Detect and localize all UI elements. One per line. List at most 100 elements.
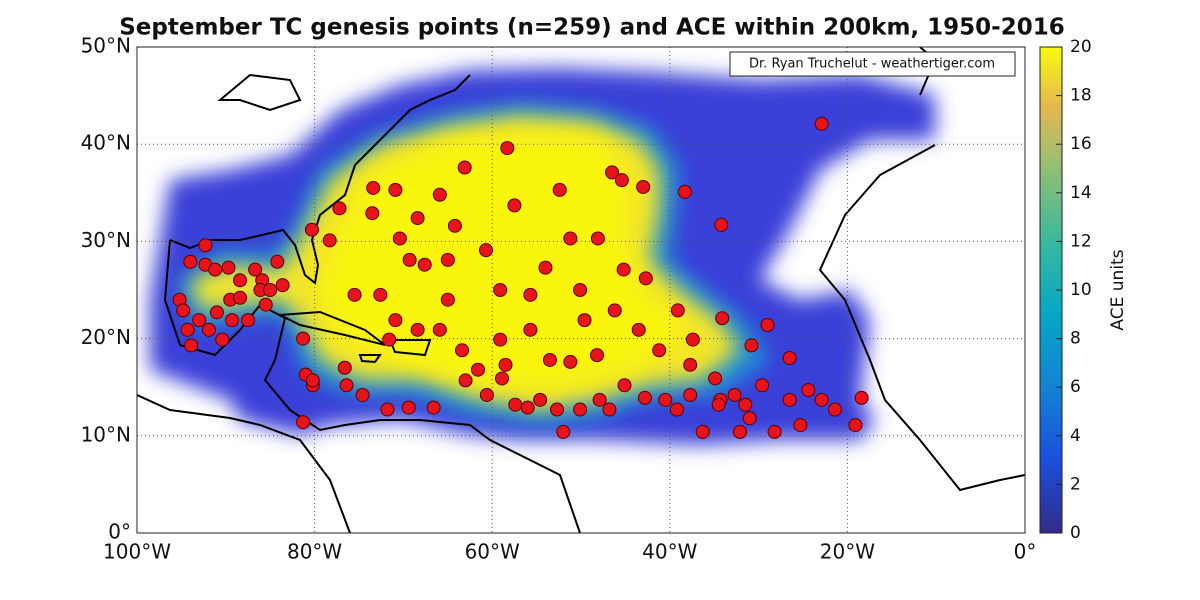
genesis-point (616, 262, 631, 277)
genesis-point (447, 218, 462, 233)
genesis-point (550, 402, 565, 417)
colorbar-label: ACE units (1108, 249, 1128, 330)
genesis-point (683, 387, 698, 402)
genesis-point (241, 313, 255, 328)
genesis-point (523, 322, 538, 337)
y-tick-label: 30°N (81, 228, 131, 252)
hispaniola (388, 339, 432, 357)
genesis-point (607, 303, 622, 318)
genesis-point (493, 332, 508, 347)
genesis-point (685, 332, 700, 347)
genesis-point (507, 198, 522, 213)
genesis-point (602, 402, 617, 417)
genesis-point (854, 390, 869, 405)
x-tick-label: 100°W (103, 540, 171, 564)
genesis-point (617, 378, 632, 393)
colorbar-tick-label: 2 (1070, 474, 1081, 494)
genesis-point (388, 182, 403, 197)
genesis-point (556, 424, 571, 439)
genesis-point (432, 322, 447, 337)
colorbar-tick-label: 4 (1070, 426, 1081, 446)
y-tick-label: 0° (108, 520, 131, 544)
genesis-point (577, 313, 592, 328)
y-tick-label: 10°N (81, 422, 131, 446)
colorbar-tick-label: 16 (1070, 134, 1092, 154)
genesis-point (677, 184, 692, 199)
genesis-point (715, 311, 730, 326)
genesis-point (410, 322, 425, 337)
genesis-point (180, 322, 195, 337)
genesis-point (208, 262, 223, 277)
genesis-point (402, 252, 417, 267)
genesis-point (373, 287, 388, 302)
genesis-point (793, 418, 808, 433)
field-core (320, 135, 690, 385)
colorbar-tick-label: 6 (1070, 377, 1081, 397)
colorbar-tick-label: 0 (1070, 523, 1081, 543)
genesis-point (417, 257, 432, 272)
genesis-point (198, 238, 213, 253)
genesis-point (738, 397, 753, 412)
genesis-point (225, 313, 240, 328)
genesis-point (727, 387, 742, 402)
genesis-point (382, 332, 397, 347)
genesis-point (479, 387, 494, 402)
genesis-point (563, 354, 578, 369)
genesis-point (814, 392, 829, 407)
genesis-point (533, 392, 548, 407)
genesis-point (337, 360, 352, 375)
genesis-point (221, 260, 236, 275)
plot-frame (136, 46, 1026, 534)
genesis-point (458, 373, 473, 388)
colorbar-tick-label: 18 (1070, 86, 1092, 106)
colorbar-tick-label: 14 (1070, 183, 1092, 203)
genesis-point (801, 383, 816, 398)
genesis-point (366, 180, 381, 195)
genesis-point (322, 233, 337, 248)
x-tick-label: 20°W (820, 540, 875, 564)
genesis-point (760, 317, 775, 332)
genesis-point (669, 402, 684, 417)
coast-pacific (137, 394, 351, 533)
genesis-point (209, 305, 224, 320)
genesis-point (631, 322, 646, 337)
genesis-point (827, 402, 842, 417)
coastlines (137, 47, 1025, 533)
y-tick-label: 50°N (81, 34, 131, 58)
y-tick-label: 20°N (81, 325, 131, 349)
genesis-point (296, 415, 311, 430)
credit-text: Dr. Ryan Truchelut - weathertiger.com (749, 57, 995, 72)
genesis-point (184, 338, 199, 353)
genesis-point (455, 343, 470, 358)
coast-north-america (169, 74, 471, 285)
genesis-point (658, 392, 673, 407)
genesis-point (670, 303, 685, 318)
genesis-point (183, 254, 198, 269)
genesis-point (782, 351, 797, 366)
genesis-point (542, 352, 557, 367)
genesis-point (848, 418, 863, 433)
genesis-point (767, 424, 782, 439)
genesis-point (711, 397, 726, 412)
genesis-point (744, 338, 759, 353)
x-tick-label: 60°W (465, 540, 520, 564)
genesis-point (258, 297, 273, 312)
coast-africa (818, 144, 1025, 492)
colorbar-tick-label: 10 (1070, 280, 1092, 300)
genesis-point (192, 313, 207, 328)
genesis-point (520, 400, 535, 415)
genesis-point (500, 141, 515, 156)
genesis-point (296, 331, 311, 346)
genesis-point (263, 283, 278, 297)
genesis-point (755, 378, 770, 393)
coast-central-south-america (163, 239, 581, 533)
genesis-point (305, 373, 320, 388)
jamaica (358, 354, 382, 364)
genesis-point (347, 287, 362, 302)
credit-box (729, 51, 1016, 77)
x-tick-label: 0° (1014, 540, 1037, 564)
genesis-point (233, 290, 248, 305)
genesis-point (380, 402, 395, 417)
genesis-point (275, 278, 290, 293)
